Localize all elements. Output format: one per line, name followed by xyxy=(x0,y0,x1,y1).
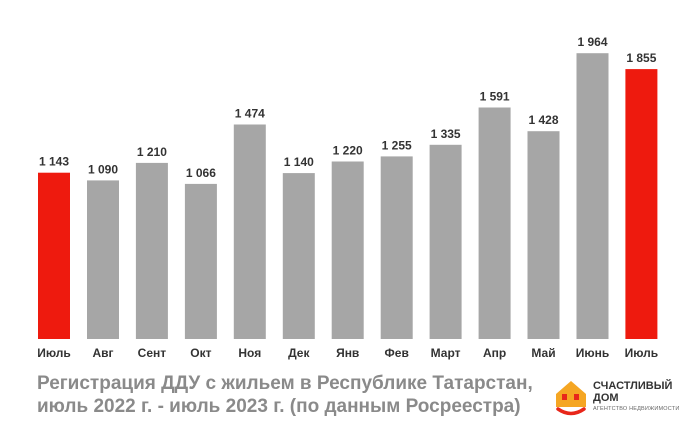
value-label-12: 1 855 xyxy=(626,51,656,65)
value-label-8: 1 335 xyxy=(431,127,461,141)
bar-9 xyxy=(478,107,511,339)
value-label-2: 1 210 xyxy=(137,145,167,159)
caption-line-1: Регистрация ДДУ с жильем в Республике Та… xyxy=(37,373,533,394)
bar-3 xyxy=(184,183,217,339)
bar-12 xyxy=(625,69,658,339)
bars-group xyxy=(38,53,658,339)
category-label-9: Апр xyxy=(483,346,506,360)
category-labels-group: Июль Авг Сент Окт Ноя Дек Янв Фев Март Апр Май Июнь… xyxy=(37,346,658,360)
category-label-5: Дек xyxy=(288,346,310,360)
value-label-3: 1 066 xyxy=(186,166,216,180)
logo-subtitle: АГЕНТСТВО НЕДВИЖИМОСТИ xyxy=(593,406,680,412)
bar-7 xyxy=(380,156,413,339)
value-label-11: 1 964 xyxy=(577,35,607,49)
value-label-6: 1 220 xyxy=(333,144,363,158)
chart-caption: Регистрация ДДУ с жильем в Республике Та… xyxy=(37,372,533,418)
value-label-0: 1 143 xyxy=(39,155,69,169)
logo-name: СЧАСТЛИВЫЙ ДОМ xyxy=(593,380,673,404)
value-label-7: 1 255 xyxy=(382,138,412,152)
bar-2 xyxy=(135,162,168,339)
bar-chart: 1 143 1 090 1 210 1 066 1 474 1 140 1 220 1 255… xyxy=(37,35,658,360)
category-label-7: Фев xyxy=(385,346,409,360)
value-label-1: 1 090 xyxy=(88,162,118,176)
category-label-0: Июль xyxy=(37,346,71,360)
bar-5 xyxy=(282,173,315,339)
caption-line-2: июль 2022 г. - июль 2023 г. (по данным Р… xyxy=(37,396,521,417)
category-label-8: Март xyxy=(431,346,461,360)
value-label-4: 1 474 xyxy=(235,107,265,121)
company-logo: СЧАСТЛИВЫЙ ДОМ АГЕНТСТВО НЕДВИЖИМОСТИ xyxy=(553,377,693,417)
category-label-6: Янв xyxy=(336,346,359,360)
value-label-5: 1 140 xyxy=(284,155,314,169)
value-label-9: 1 591 xyxy=(480,90,510,104)
bar-6 xyxy=(331,161,364,339)
value-labels-group: 1 143 1 090 1 210 1 066 1 474 1 140 1 220 1 255… xyxy=(39,35,657,180)
category-label-2: Сент xyxy=(138,346,167,360)
bar-4 xyxy=(233,124,266,339)
category-label-10: Май xyxy=(531,346,555,360)
value-label-10: 1 428 xyxy=(528,113,558,127)
category-label-11: Июнь xyxy=(576,346,610,360)
bar-10 xyxy=(527,131,560,339)
category-label-12: Июль xyxy=(625,346,659,360)
bar-11 xyxy=(576,53,609,339)
house-smile-icon xyxy=(556,381,586,416)
bar-8 xyxy=(429,144,462,339)
category-label-3: Окт xyxy=(190,346,211,360)
bar-1 xyxy=(87,180,119,339)
bar-0 xyxy=(38,172,70,339)
category-label-4: Ноя xyxy=(238,346,261,360)
category-label-1: Авг xyxy=(92,346,113,360)
